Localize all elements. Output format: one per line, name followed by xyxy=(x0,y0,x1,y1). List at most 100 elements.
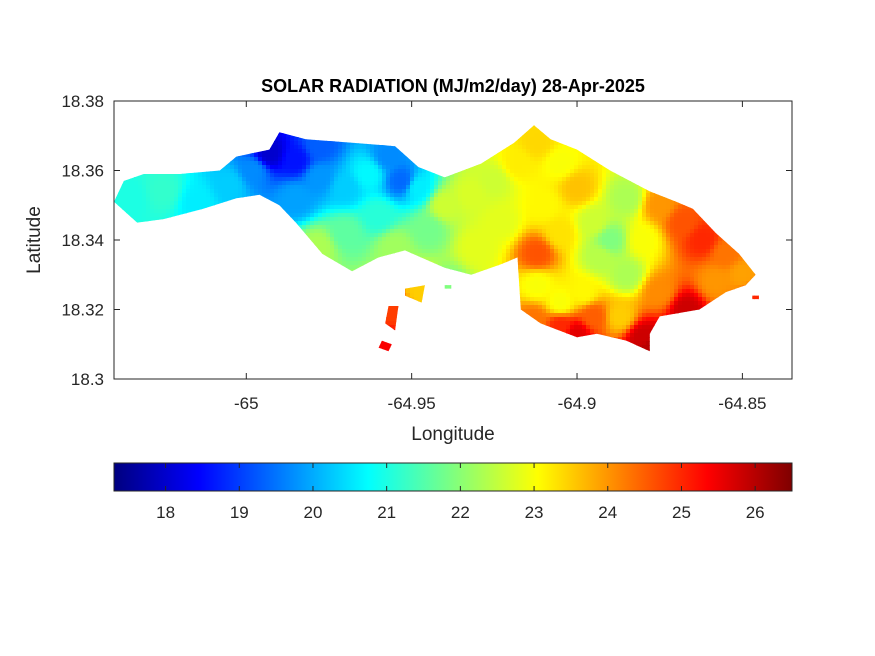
heatmap-cell xyxy=(542,153,547,158)
heatmap-cell xyxy=(450,197,455,202)
heatmap-cell xyxy=(590,181,595,186)
heatmap-cell xyxy=(202,177,207,182)
heatmap-cell xyxy=(502,157,507,162)
heatmap-cell xyxy=(518,141,523,146)
heatmap-cell xyxy=(426,181,431,186)
heatmap-cell xyxy=(382,145,387,150)
heatmap-cell xyxy=(134,189,139,194)
heatmap-cell xyxy=(198,177,203,182)
heatmap-cell xyxy=(362,145,367,150)
heatmap-cell xyxy=(410,197,415,202)
heatmap-cell xyxy=(502,201,507,206)
heatmap-cell xyxy=(542,185,547,190)
heatmap-cell xyxy=(482,213,487,218)
heatmap-cell xyxy=(378,157,383,162)
heatmap-cell xyxy=(298,149,303,154)
heatmap-cell xyxy=(594,161,599,166)
heatmap-cell xyxy=(282,169,287,174)
heatmap-cell xyxy=(414,169,419,174)
heatmap-cell xyxy=(554,153,559,158)
heatmap-cell xyxy=(502,185,507,190)
heatmap-cell xyxy=(378,169,383,174)
heatmap-cell xyxy=(338,209,343,214)
heatmap-cell xyxy=(486,209,491,214)
heatmap-cell xyxy=(494,209,499,214)
heatmap-cell xyxy=(554,141,559,146)
heatmap-cell xyxy=(574,169,579,174)
heatmap-cell xyxy=(542,209,547,214)
heatmap-cell xyxy=(586,157,591,162)
heatmap-cell xyxy=(638,189,643,194)
heatmap-cell xyxy=(226,177,231,182)
heatmap-cell xyxy=(430,177,435,182)
heatmap-cell xyxy=(470,197,475,202)
heatmap-cell xyxy=(358,149,363,154)
heatmap-cell xyxy=(314,189,319,194)
heatmap-cell xyxy=(398,205,403,210)
heatmap-cell xyxy=(562,185,567,190)
heatmap-cell xyxy=(654,201,659,206)
heatmap-cell xyxy=(318,217,323,222)
heatmap-cell xyxy=(554,181,559,186)
heatmap-cell xyxy=(614,197,619,202)
heatmap-cell xyxy=(274,193,279,198)
heatmap-cell xyxy=(454,197,459,202)
heatmap-cell xyxy=(170,189,175,194)
heatmap-cell xyxy=(410,177,415,182)
heatmap-cell xyxy=(250,161,255,166)
heatmap-cell xyxy=(614,209,619,214)
heatmap-cell xyxy=(506,149,511,154)
heatmap-cell xyxy=(134,197,139,202)
heatmap-cell xyxy=(642,205,647,210)
heatmap-cell xyxy=(394,149,399,154)
heatmap-cell xyxy=(486,181,491,186)
heatmap-cell xyxy=(526,129,531,134)
heatmap-cell xyxy=(218,197,223,202)
heatmap-cell xyxy=(166,189,171,194)
heatmap-cell xyxy=(370,145,375,150)
heatmap-cell xyxy=(278,137,283,142)
heatmap-cell xyxy=(578,201,583,206)
heatmap-cell xyxy=(174,201,179,206)
heatmap-cell xyxy=(206,181,211,186)
heatmap-cell xyxy=(238,189,243,194)
heatmap-cell xyxy=(194,201,199,206)
heatmap-cell xyxy=(246,185,251,190)
heatmap-cell xyxy=(330,173,335,178)
heatmap-cell xyxy=(274,145,279,150)
heatmap-cell xyxy=(498,185,503,190)
heatmap-cell xyxy=(398,173,403,178)
heatmap-cell xyxy=(542,205,547,210)
heatmap-cell xyxy=(346,209,351,214)
heatmap-cell xyxy=(490,185,495,190)
heatmap-cell xyxy=(218,189,223,194)
heatmap-cell xyxy=(398,165,403,170)
heatmap-cell xyxy=(530,141,535,146)
heatmap-cell xyxy=(330,193,335,198)
plot-area xyxy=(113,100,793,380)
heatmap-cell xyxy=(562,181,567,186)
heatmap-cell xyxy=(666,201,671,206)
heatmap-cell xyxy=(254,185,259,190)
heatmap-cell xyxy=(342,169,347,174)
heatmap-cell xyxy=(470,185,475,190)
heatmap-cell xyxy=(134,201,139,206)
heatmap-cell xyxy=(218,169,223,174)
heatmap-cell xyxy=(266,169,271,174)
heatmap-cell xyxy=(366,201,371,206)
heatmap-cell xyxy=(170,193,175,198)
heatmap-cell xyxy=(354,141,359,146)
heatmap-cell xyxy=(198,181,203,186)
heatmap-cell xyxy=(130,177,135,182)
heatmap-cell xyxy=(426,209,431,214)
heatmap-cell xyxy=(310,145,315,150)
heatmap-cell xyxy=(470,205,475,210)
heatmap-cell xyxy=(242,161,247,166)
heatmap-cell xyxy=(458,197,463,202)
heatmap-cell xyxy=(426,205,431,210)
heatmap-cell xyxy=(642,189,647,194)
heatmap-cell xyxy=(602,205,607,210)
heatmap-cell xyxy=(414,197,419,202)
heatmap-cell xyxy=(378,209,383,214)
heatmap-cell xyxy=(534,141,539,146)
